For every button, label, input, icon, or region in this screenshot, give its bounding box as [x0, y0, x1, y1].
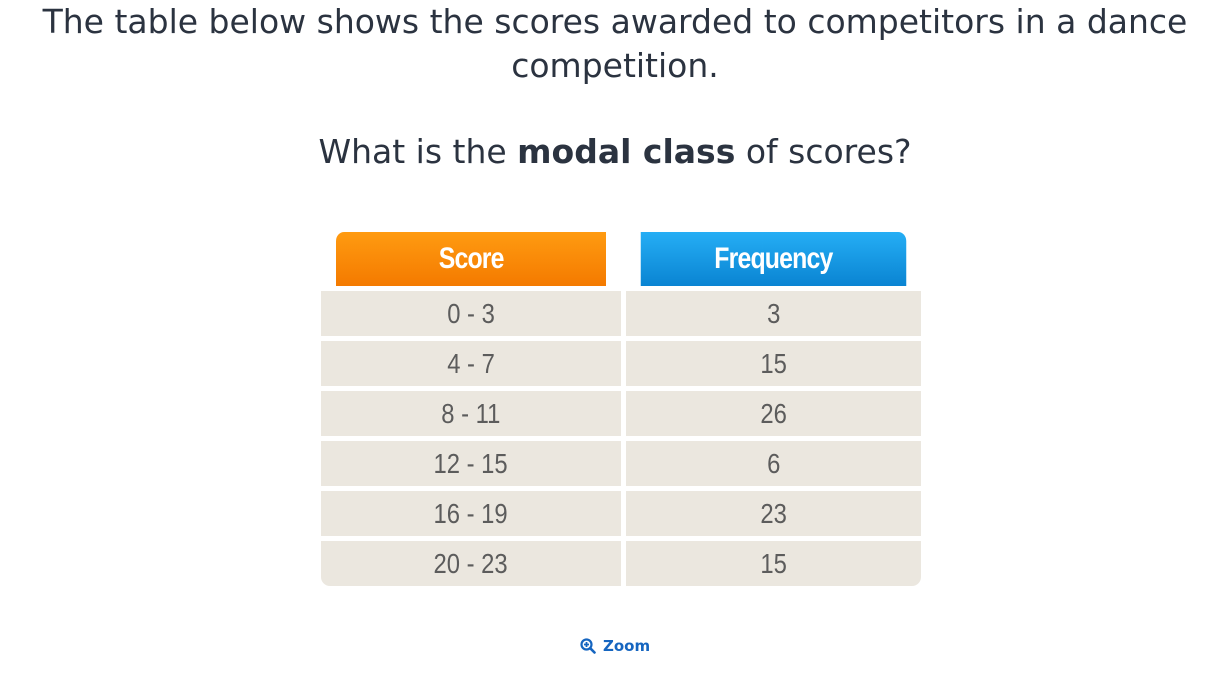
cell-frequency-text: 15	[760, 347, 787, 379]
cell-score-text: 4 - 7	[447, 347, 495, 379]
table-row: 12 - 15 6	[321, 441, 921, 486]
cell-frequency-text: 3	[766, 297, 781, 329]
cell-score-text: 8 - 11	[441, 397, 501, 429]
question-intro: The table below shows the scores awarded…	[42, 2, 1188, 85]
zoom-button[interactable]: Zoom	[580, 634, 650, 658]
cell-frequency-text: 6	[766, 447, 781, 479]
header-score: Score	[336, 232, 606, 286]
cell-score: 16 - 19	[321, 491, 621, 536]
header-score-label: Score	[438, 242, 505, 275]
table-row: 20 - 23 15	[321, 541, 921, 586]
cell-frequency: 6	[626, 441, 921, 486]
cell-frequency: 3	[626, 291, 921, 336]
cell-score-text: 12 - 15	[433, 447, 509, 479]
table-header-row: Score Frequency	[321, 232, 921, 286]
header-frequency: Frequency	[640, 232, 907, 286]
table-row: 4 - 7 15	[321, 341, 921, 386]
cell-score-text: 16 - 19	[433, 497, 509, 529]
cell-frequency-text: 26	[760, 397, 787, 429]
cell-score: 8 - 11	[321, 391, 621, 436]
cell-frequency: 26	[626, 391, 921, 436]
header-frequency-label: Frequency	[714, 242, 833, 275]
zoom-in-icon	[580, 638, 596, 654]
cell-frequency: 15	[626, 341, 921, 386]
table-row: 8 - 11 26	[321, 391, 921, 436]
prompt-bold: modal class	[517, 132, 736, 171]
question-prompt: What is the modal class of scores?	[0, 130, 1230, 174]
cell-score: 12 - 15	[321, 441, 621, 486]
frequency-table: Score Frequency 0 - 3 3 4 - 7 15 8 - 11 …	[321, 232, 921, 586]
cell-score-text: 0 - 3	[447, 297, 495, 329]
cell-frequency-text: 23	[760, 497, 787, 529]
cell-score: 4 - 7	[321, 341, 621, 386]
cell-score-text: 20 - 23	[433, 547, 509, 579]
cell-score: 20 - 23	[321, 541, 621, 586]
cell-frequency: 23	[626, 491, 921, 536]
cell-frequency: 15	[626, 541, 921, 586]
cell-frequency-text: 15	[760, 547, 787, 579]
prompt-after: of scores?	[735, 132, 912, 171]
table-row: 0 - 3 3	[321, 291, 921, 336]
prompt-before: What is the	[318, 132, 518, 171]
cell-score: 0 - 3	[321, 291, 621, 336]
table-body: 0 - 3 3 4 - 7 15 8 - 11 26 12 - 15 6 16 …	[321, 291, 921, 586]
zoom-label: Zoom	[603, 637, 651, 655]
table-row: 16 - 19 23	[321, 491, 921, 536]
